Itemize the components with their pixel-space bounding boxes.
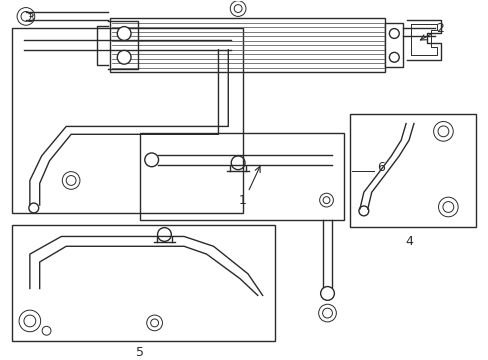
Circle shape	[117, 50, 131, 64]
Text: 5: 5	[136, 346, 143, 359]
Bar	[140, 133, 344, 220]
Text: 1: 1	[239, 194, 246, 207]
Text: 4: 4	[404, 235, 412, 248]
Bar	[349, 114, 475, 227]
Bar	[12, 225, 275, 341]
Bar	[12, 28, 243, 213]
Circle shape	[388, 52, 398, 62]
Circle shape	[117, 27, 131, 40]
Bar	[110, 18, 385, 72]
Text: 6: 6	[377, 161, 385, 174]
Text: 2: 2	[436, 22, 444, 35]
Circle shape	[388, 28, 398, 39]
Bar	[385, 23, 402, 67]
Text: 3: 3	[26, 12, 34, 25]
